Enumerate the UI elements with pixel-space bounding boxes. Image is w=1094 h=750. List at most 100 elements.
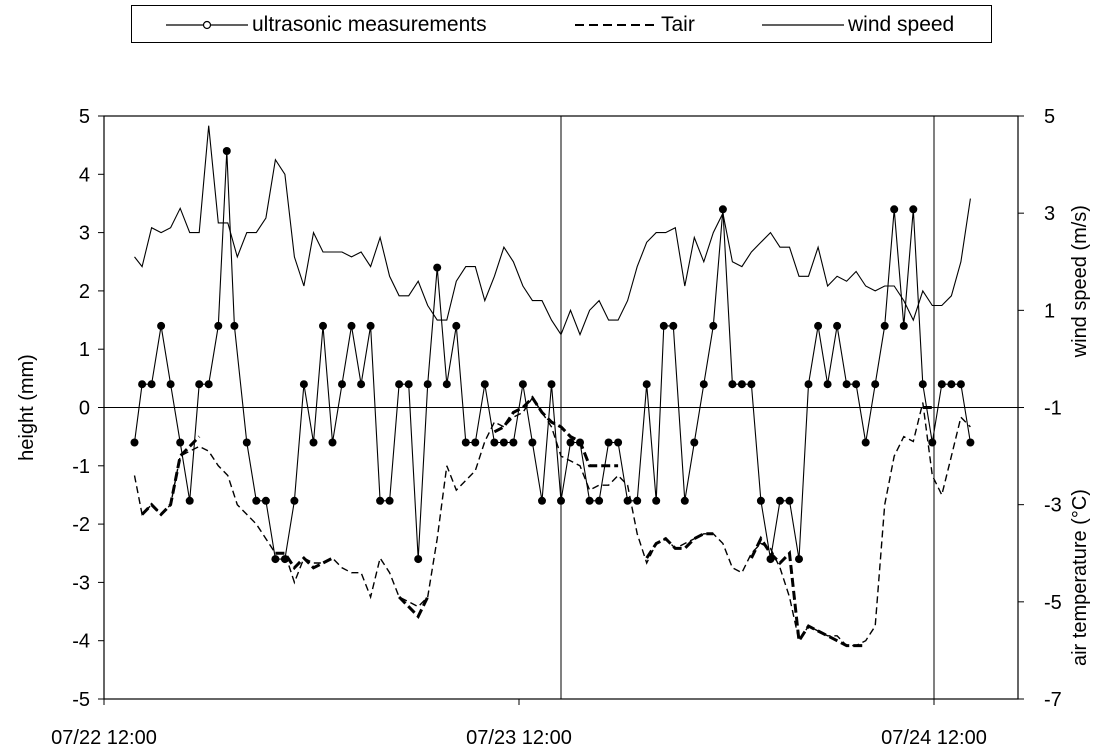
ultrasonic-point xyxy=(404,380,413,389)
ultrasonic-point xyxy=(718,205,727,214)
ultrasonic-point xyxy=(747,380,756,389)
y-tick-label-right: -5 xyxy=(1044,592,1062,614)
y-tick-label-right: 5 xyxy=(1044,106,1055,128)
ultrasonic-point xyxy=(214,321,223,330)
ultrasonic-point xyxy=(804,380,813,389)
ultrasonic-point xyxy=(290,496,299,505)
legend-swatch-ultrasonic xyxy=(166,20,248,30)
ultrasonic-point xyxy=(480,380,489,389)
legend-item-wind: wind speed xyxy=(762,13,954,37)
y-axis-label-left: height (mm) xyxy=(16,354,38,461)
ultrasonic-point xyxy=(652,496,661,505)
ultrasonic-point xyxy=(823,380,832,389)
series-layer xyxy=(130,125,975,648)
ultrasonic-point xyxy=(319,321,327,330)
series-line-wind-speed xyxy=(134,125,971,337)
y-tick-label-right: 3 xyxy=(1044,203,1055,225)
ultrasonic-point xyxy=(633,496,642,505)
ultrasonic-point xyxy=(347,321,356,330)
legend: ultrasonic measurements Tair wind speed xyxy=(131,5,992,43)
ultrasonic-point xyxy=(222,147,231,155)
ultrasonic-point xyxy=(918,380,927,389)
ultrasonic-point xyxy=(642,380,651,389)
ultrasonic-point xyxy=(833,321,842,330)
ultrasonic-point xyxy=(842,380,851,389)
ultrasonic-point xyxy=(433,263,442,272)
ultrasonic-point xyxy=(185,496,194,505)
ultrasonic-point xyxy=(338,380,346,389)
ultrasonic-point xyxy=(261,496,270,505)
legend-item-ultrasonic: ultrasonic measurements xyxy=(166,13,487,37)
ultrasonic-point xyxy=(147,380,156,389)
y-tick-label-right: 1 xyxy=(1044,300,1055,322)
ultrasonic-point xyxy=(299,380,308,389)
ultrasonic-point xyxy=(499,438,508,447)
y-tick-label-right: -1 xyxy=(1044,398,1062,420)
ultrasonic-point xyxy=(690,438,699,447)
ultrasonic-point xyxy=(547,380,556,389)
ultrasonic-point xyxy=(461,438,470,447)
ultrasonic-point xyxy=(909,205,918,214)
y-tick-label-left: 4 xyxy=(79,164,90,186)
ultrasonic-point xyxy=(871,380,880,389)
ultrasonic-point xyxy=(130,438,139,447)
ultrasonic-point xyxy=(423,380,432,389)
ultrasonic-point xyxy=(376,496,385,505)
y-tick-label-left: 2 xyxy=(79,281,90,303)
ultrasonic-point xyxy=(928,438,937,447)
y-tick-label-left: 0 xyxy=(79,398,90,420)
legend-swatch-wind xyxy=(762,24,844,26)
ultrasonic-point xyxy=(937,380,946,389)
ultrasonic-point xyxy=(595,496,604,505)
x-tick-label: 07/23 12:00 xyxy=(466,727,572,749)
ultrasonic-point xyxy=(242,438,251,447)
ultrasonic-point xyxy=(699,380,708,389)
y-tick-label-left: 3 xyxy=(79,223,90,245)
ultrasonic-point xyxy=(138,380,147,389)
ultrasonic-point xyxy=(852,380,861,389)
series-line-tair xyxy=(133,396,971,647)
ultrasonic-point xyxy=(509,438,518,447)
ultrasonic-point xyxy=(204,380,213,389)
ultrasonic-point xyxy=(776,496,784,505)
ultrasonic-point xyxy=(566,438,575,447)
ultrasonic-point xyxy=(669,321,678,330)
series-line-ultrasonic xyxy=(133,150,971,560)
ultrasonic-point xyxy=(195,380,204,389)
ultrasonic-point xyxy=(737,380,746,389)
ultrasonic-point xyxy=(785,496,794,505)
ultrasonic-point xyxy=(861,438,870,447)
ultrasonic-point xyxy=(518,380,527,389)
tick-layer: 5 4 3 2 1 0 -1 -2 -3 -4 -5 5 3 1 -1 -3 -5 -7 07/22 12:00 07… xyxy=(51,106,1062,749)
ultrasonic-point xyxy=(357,380,366,389)
legend-item-tair: Tair xyxy=(575,13,695,37)
y-tick-label-left: -3 xyxy=(72,572,90,594)
ultrasonic-point xyxy=(309,438,318,447)
ultrasonic-point xyxy=(395,380,404,389)
ultrasonic-point xyxy=(659,321,668,330)
x-tick-label: 07/22 12:00 xyxy=(51,727,157,749)
legend-label-tair: Tair xyxy=(661,13,695,36)
y-tick-label-left: -1 xyxy=(72,456,90,478)
ultrasonic-point xyxy=(966,438,975,447)
y-tick-label-right: -7 xyxy=(1044,689,1062,711)
y-axis-label-right-upper: wind speed (m/s) xyxy=(1069,205,1091,358)
ultrasonic-point xyxy=(176,438,185,447)
ultrasonic-point xyxy=(366,321,375,330)
series-line-tair-bold xyxy=(141,395,933,648)
ultrasonic-point xyxy=(557,496,565,505)
ultrasonic-point xyxy=(614,438,623,447)
ultrasonic-point xyxy=(680,496,689,505)
ultrasonic-point xyxy=(271,555,280,564)
plot-frame xyxy=(103,115,1019,700)
ultrasonic-point xyxy=(604,438,613,447)
ultrasonic-point xyxy=(490,438,499,447)
y-tick-label-left: 5 xyxy=(79,106,90,128)
ultrasonic-point xyxy=(528,438,537,447)
ultrasonic-point xyxy=(452,321,461,330)
ultrasonic-point xyxy=(890,205,899,214)
ultrasonic-point xyxy=(157,321,166,330)
ultrasonic-point xyxy=(471,438,480,447)
y-tick-label-left: -4 xyxy=(72,631,90,653)
